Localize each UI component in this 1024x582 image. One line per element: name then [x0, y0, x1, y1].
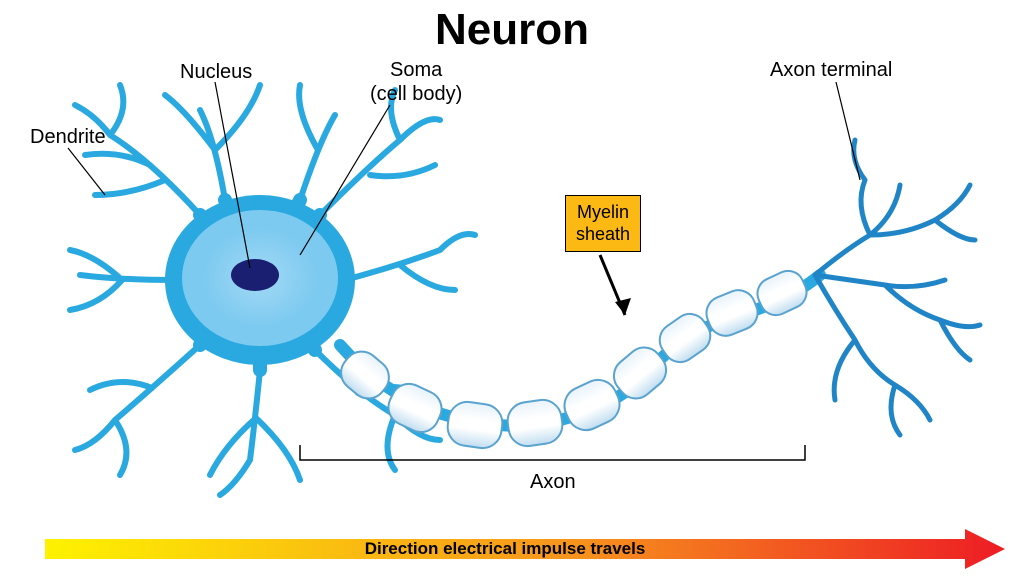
- axon-terminal: [815, 140, 980, 435]
- dendrite-label: Dendrite: [30, 125, 106, 149]
- neuron-diagram: [0, 0, 1024, 582]
- axon-terminal-label: Axon terminal: [770, 58, 892, 82]
- myelin-arrow: [600, 255, 631, 315]
- myelin-line2: sheath: [576, 224, 630, 244]
- soma-body: [70, 85, 475, 495]
- diagram-title: Neuron: [435, 5, 589, 55]
- soma-label-line1: Soma: [390, 59, 442, 81]
- myelin-callout: Myelin sheath: [565, 195, 641, 252]
- axon-bracket: [300, 445, 805, 460]
- nucleus-label: Nucleus: [180, 60, 252, 84]
- myelin-sheath: [334, 266, 812, 451]
- direction-arrow: Direction electrical impulse travels: [45, 534, 965, 564]
- soma-label: Soma (cell body): [370, 58, 462, 106]
- axon-label: Axon: [530, 470, 576, 494]
- nucleus-shape: [231, 259, 279, 291]
- myelin-line1: Myelin: [577, 202, 629, 222]
- arrow-text: Direction electrical impulse travels: [365, 539, 646, 559]
- soma-label-line2: (cell body): [370, 83, 462, 105]
